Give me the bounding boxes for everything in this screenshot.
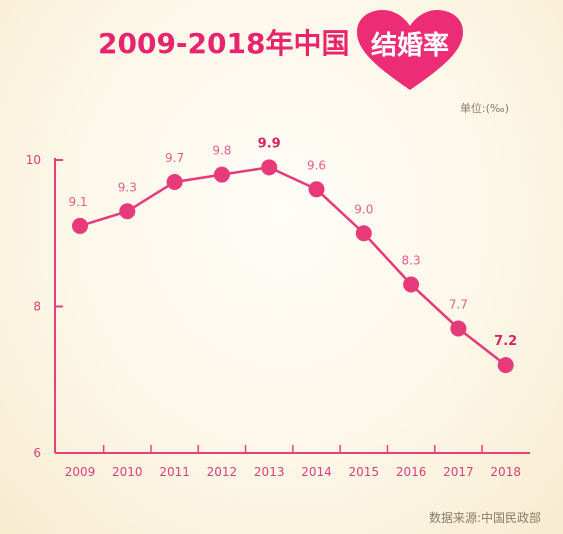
data-point: [72, 217, 88, 234]
x-tick-label: 2010: [112, 465, 143, 479]
chart-title-highlight: 结婚率: [370, 31, 449, 61]
chart-header: 2009-2018年中国 结婚率: [0, 0, 563, 100]
x-tick-label: 2009: [65, 465, 96, 479]
data-line: [79, 166, 507, 367]
y-tick-label: 10: [26, 153, 41, 167]
x-tick-label: 2018: [490, 465, 521, 479]
data-point: [403, 276, 420, 293]
data-label: 9.0: [354, 202, 373, 216]
data-point: [308, 181, 325, 198]
heart-icon: [357, 10, 463, 90]
data-label: 9.7: [165, 151, 184, 165]
x-tick-label: 2016: [396, 465, 427, 479]
data-label: 9.8: [212, 144, 231, 158]
data-label: 9.3: [118, 180, 137, 194]
data-point: [119, 203, 136, 220]
source-note: 数据来源:中国民政部: [428, 511, 541, 525]
data-label: 9.9: [258, 136, 281, 151]
y-tick-label: 8: [33, 300, 41, 314]
data-label: 7.2: [494, 334, 517, 349]
x-tick-label: 2014: [301, 465, 332, 479]
data-point: [166, 173, 183, 190]
data-point: [497, 357, 514, 374]
data-label: 7.7: [449, 297, 468, 311]
data-point: [450, 320, 467, 337]
data-label: 8.3: [402, 254, 421, 268]
data-point: [355, 225, 372, 242]
chart-title: 2009-2018年中国: [98, 27, 350, 60]
unit-label: 单位:(‰): [459, 102, 509, 115]
data-label: 9.6: [307, 158, 326, 172]
x-tick-label: 2012: [207, 465, 238, 479]
y-tick-label: 6: [33, 446, 41, 460]
x-tick-label: 2017: [443, 465, 474, 479]
x-tick-label: 2013: [254, 465, 285, 479]
data-point: [213, 166, 230, 183]
data-point: [261, 159, 278, 176]
x-tick-label: 2015: [349, 465, 380, 479]
data-label: 9.1: [68, 195, 87, 209]
x-tick-label: 2011: [159, 465, 190, 479]
